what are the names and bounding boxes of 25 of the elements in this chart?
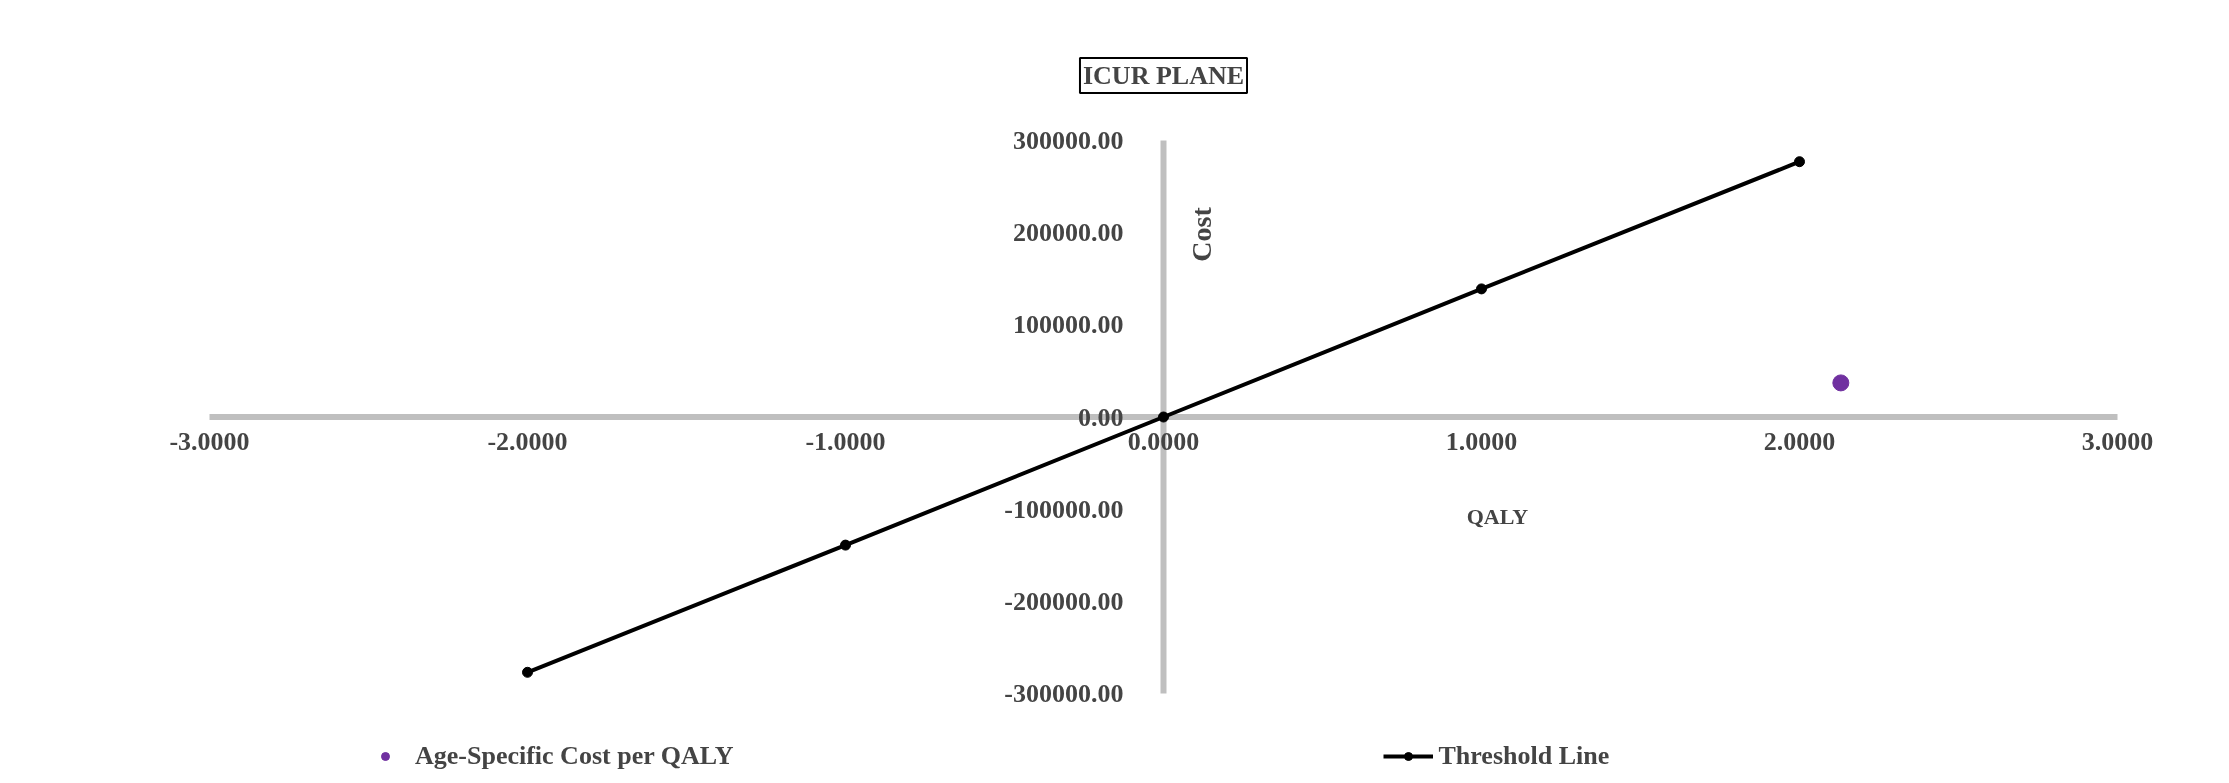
point	[522, 666, 533, 678]
legend-label: Age-Specific Cost per QALY	[415, 741, 734, 771]
x-tick-label: -1.0000	[805, 427, 886, 456]
point	[1476, 283, 1487, 295]
point	[1832, 374, 1850, 392]
y-tick-label: 100000.00	[1013, 310, 1124, 340]
legend-label: Threshold Line	[1438, 741, 1610, 771]
chart-title: ICUR PLANE	[1082, 61, 1245, 90]
x-tick-label: 1.0000	[1445, 427, 1518, 456]
y-tick-label: 300000.00	[1013, 126, 1124, 155]
point	[1158, 411, 1169, 423]
y-tick-label: -200000.00	[1004, 586, 1124, 616]
y-tick-label: 0.00	[1078, 402, 1124, 432]
point	[1794, 156, 1805, 168]
y-tick-label: 200000.00	[1013, 218, 1124, 248]
x-tick-label: -2.0000	[487, 427, 568, 456]
x-tick-label: -3.0000	[169, 427, 250, 456]
y-tick-label: -300000.00	[1004, 679, 1124, 708]
y-axis-title: Cost	[1186, 206, 1218, 262]
point	[840, 539, 851, 551]
y-tick-label: -100000.00	[1004, 494, 1124, 524]
x-tick-label: 2.0000	[1763, 427, 1836, 456]
x-tick-label: 3.0000	[2081, 427, 2154, 456]
x-axis-title: QALY	[1466, 504, 1529, 530]
x-tick-label: 0.0000	[1127, 427, 1200, 456]
